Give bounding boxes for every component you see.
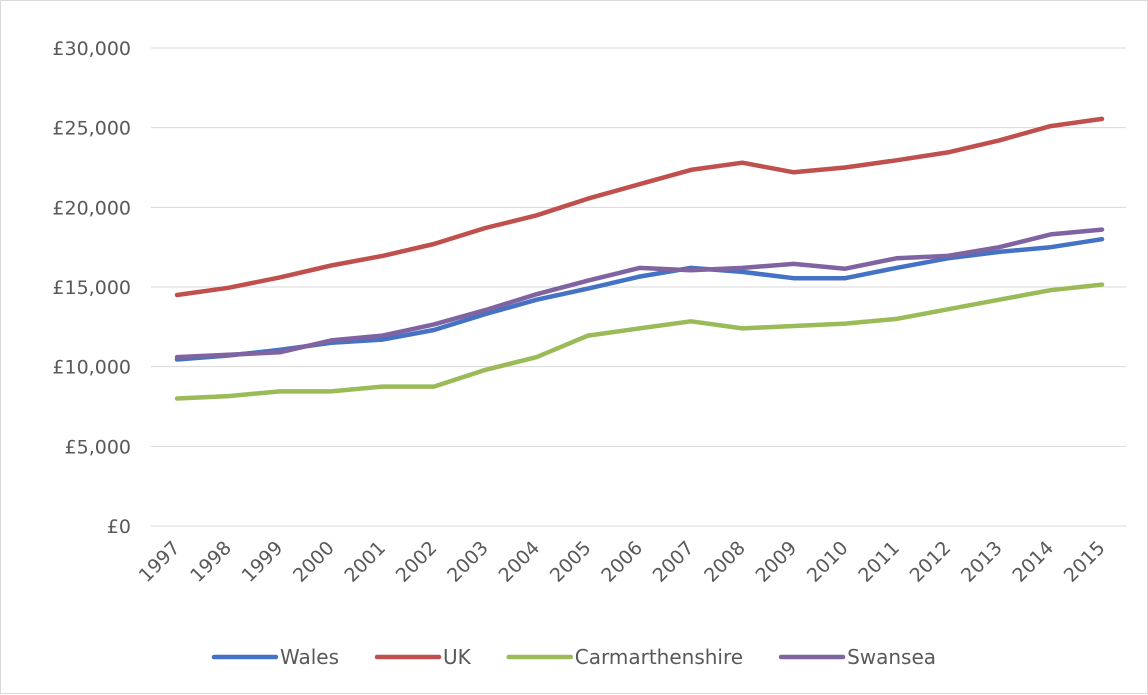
legend-label: Wales: [280, 645, 339, 669]
legend-item-swansea: Swansea: [778, 645, 936, 669]
x-tick-label: 1997: [135, 537, 185, 587]
y-tick-label: £30,000: [52, 38, 131, 60]
x-tick-label: 2011: [854, 537, 904, 587]
legend-item-carmarthenshire: Carmarthenshire: [506, 645, 743, 669]
y-axis-tick-labels: £0 £5,000 £10,000 £15,000 £20,000 £25,000 £30,…: [52, 38, 131, 538]
series-line-carmarthenshire: [174, 282, 1105, 401]
y-tick-label: £25,000: [52, 118, 131, 140]
x-tick-label: 2012: [906, 537, 956, 587]
x-tick-label: 2014: [1008, 537, 1058, 587]
legend-item-wales: Wales: [211, 645, 339, 669]
legend: Wales UK Carmarthenshire Swansea: [211, 645, 936, 669]
y-tick-label: £0: [107, 516, 131, 538]
legend-label: Swansea: [847, 645, 936, 669]
x-tick-label: 2007: [649, 537, 699, 587]
series-line-swansea: [174, 227, 1105, 360]
x-tick-label: 2002: [392, 537, 442, 587]
x-tick-label: 1999: [238, 537, 288, 587]
series-line-uk: [174, 116, 1105, 298]
gridlines: [151, 47, 1126, 527]
x-tick-label: 2008: [700, 537, 750, 587]
x-tick-label: 2015: [1060, 537, 1110, 587]
x-tick-label: 2005: [546, 537, 596, 587]
series-line-wales: [174, 236, 1105, 362]
series-lines: [174, 116, 1105, 401]
legend-item-uk: UK: [374, 645, 472, 669]
x-tick-label: 2010: [803, 537, 853, 587]
x-tick-label: 2003: [443, 537, 493, 587]
x-tick-label: 2004: [495, 537, 545, 587]
legend-label: Carmarthenshire: [575, 645, 743, 669]
x-tick-label: 2013: [957, 537, 1007, 587]
y-tick-label: £5,000: [65, 436, 131, 458]
x-tick-label: 2000: [289, 537, 339, 587]
x-axis-tick-labels: 1997 1998 1999 2000 2001 2002 2003 2004 2005 2006…: [135, 537, 1110, 587]
legend-label: UK: [443, 645, 472, 669]
y-tick-label: £15,000: [52, 277, 131, 299]
y-tick-label: £20,000: [52, 197, 131, 219]
x-tick-label: 2001: [340, 537, 390, 587]
x-tick-label: 2006: [597, 537, 647, 587]
x-tick-label: 2009: [751, 537, 801, 587]
x-tick-label: 1998: [186, 537, 236, 587]
y-tick-label: £10,000: [52, 357, 131, 379]
